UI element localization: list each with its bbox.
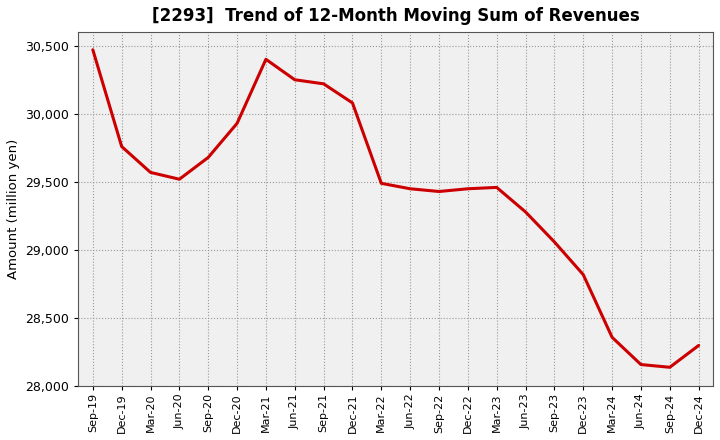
Title: [2293]  Trend of 12-Month Moving Sum of Revenues: [2293] Trend of 12-Month Moving Sum of R… xyxy=(152,7,639,25)
Y-axis label: Amount (million yen): Amount (million yen) xyxy=(7,139,20,279)
